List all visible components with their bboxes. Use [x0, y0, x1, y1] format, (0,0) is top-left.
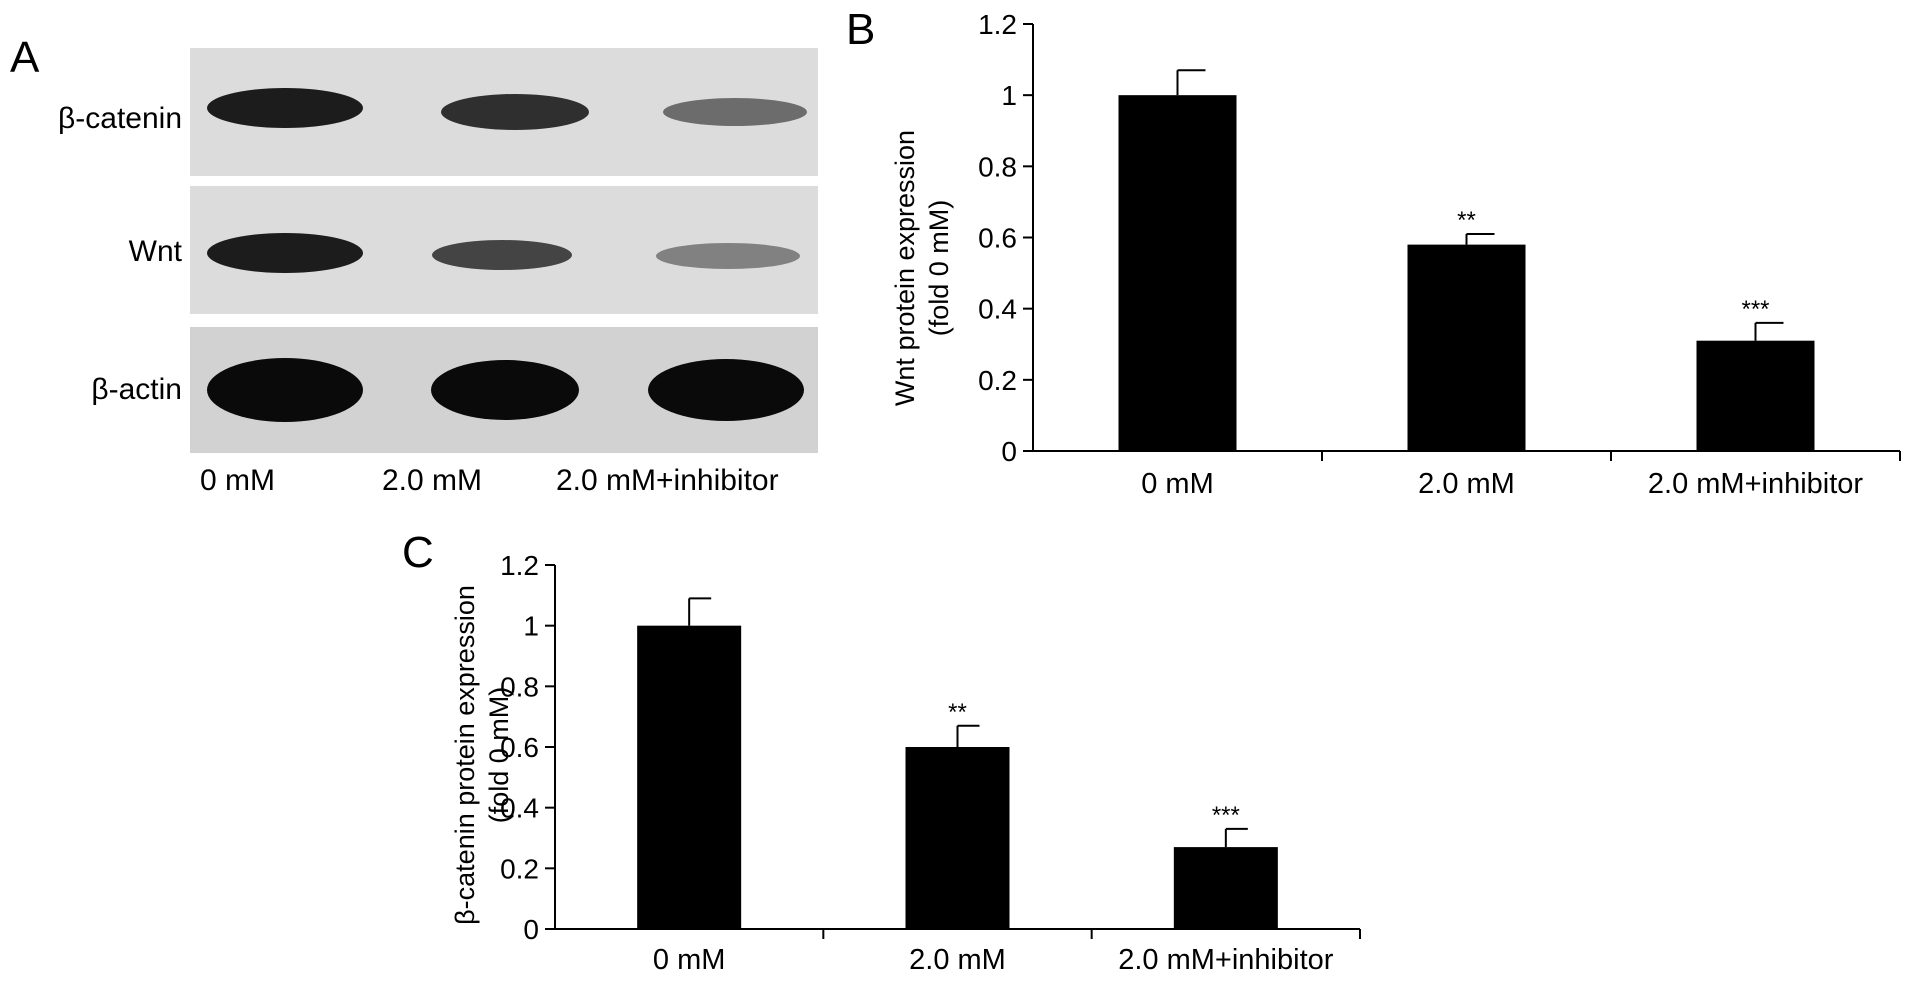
panel-b: B Wnt protein expression (fold 0 mM) 0 0.…: [846, 5, 1901, 500]
blot-lane-label-2: 2.0 mM+inhibitor: [556, 464, 779, 497]
x-category-label: 2.0 mM: [909, 944, 1006, 976]
blot-band: [663, 98, 807, 126]
y-tick-label: 0.8: [500, 671, 539, 702]
blot-row-label-beta-actin: β-actin: [91, 373, 182, 406]
bar: [637, 625, 742, 929]
y-tick-label: 0.8: [978, 151, 1017, 182]
blot-lane-label-1: 2.0 mM: [382, 464, 482, 497]
blot-band: [207, 88, 363, 128]
y-tick-label: 0.4: [500, 793, 539, 824]
y-tick-label: 0.2: [978, 365, 1017, 396]
significance-label: ***: [1212, 802, 1240, 829]
panel-b-ylabel-line2: (fold 0 mM): [924, 200, 954, 337]
x-category-label: 2.0 mM+inhibitor: [1118, 944, 1334, 976]
x-category-label: 0 mM: [653, 944, 726, 976]
blot-band: [431, 360, 579, 420]
y-tick-label: 0: [1001, 436, 1017, 467]
blot-row-label-wnt: Wnt: [129, 235, 183, 268]
panel-c-plot: 0 0.2 0.4 0.6 0.8 1 1.2 0 mM ** 2.0 mM *** 2.0 mM+i…: [500, 550, 1361, 976]
bar: [905, 747, 1010, 929]
x-category-label: 2.0 mM+inhibitor: [1648, 468, 1864, 500]
y-tick-label: 0: [523, 914, 539, 945]
x-category-label: 2.0 mM: [1418, 468, 1515, 500]
blot-band: [441, 94, 589, 130]
bar: [1696, 340, 1815, 451]
panel-b-ylabel-line1: Wnt protein expression: [890, 130, 920, 406]
y-tick-label: 0.6: [978, 223, 1017, 254]
y-tick-label: 0.6: [500, 732, 539, 763]
panel-b-plot: 0 0.2 0.4 0.6 0.8 1 1.2 0 mM ** 2.0 mM *** 2.0 mM+i…: [978, 9, 1901, 500]
panel-c-ylabel-line2: (fold 0 mM): [484, 687, 514, 824]
blot-band: [656, 243, 800, 269]
bar: [1173, 847, 1278, 929]
x-category-label: 0 mM: [1141, 468, 1214, 500]
y-tick-label: 1.2: [500, 550, 539, 581]
y-tick-label: 1: [1001, 80, 1017, 111]
panel-letter-b: B: [846, 5, 875, 54]
panel-c: C β-catenin protein expression (fold 0 m…: [402, 528, 1361, 976]
blot-band: [432, 240, 572, 270]
y-tick-label: 0.4: [978, 294, 1017, 325]
blot-band: [207, 358, 363, 422]
blot-row-label-beta-catenin: β-catenin: [58, 102, 182, 135]
y-tick-label: 0.2: [500, 853, 539, 884]
bar: [1407, 244, 1526, 451]
panel-letter-c: C: [402, 528, 434, 577]
blot-lane-label-0: 0 mM: [200, 464, 275, 497]
significance-label: **: [948, 699, 967, 726]
bar: [1118, 95, 1237, 452]
blot-band: [648, 359, 804, 421]
significance-label: **: [1457, 207, 1476, 234]
panel-letter-a: A: [10, 33, 40, 82]
panel-c-ylabel-line1: β-catenin protein expression: [450, 585, 480, 925]
panel-a: A β-catenin Wnt β-actin 0 mM 2.0 mM 2.0 …: [10, 33, 818, 497]
y-tick-label: 1.2: [978, 9, 1017, 40]
blot-band: [207, 233, 363, 273]
y-tick-label: 1: [523, 611, 539, 642]
significance-label: ***: [1741, 296, 1769, 323]
